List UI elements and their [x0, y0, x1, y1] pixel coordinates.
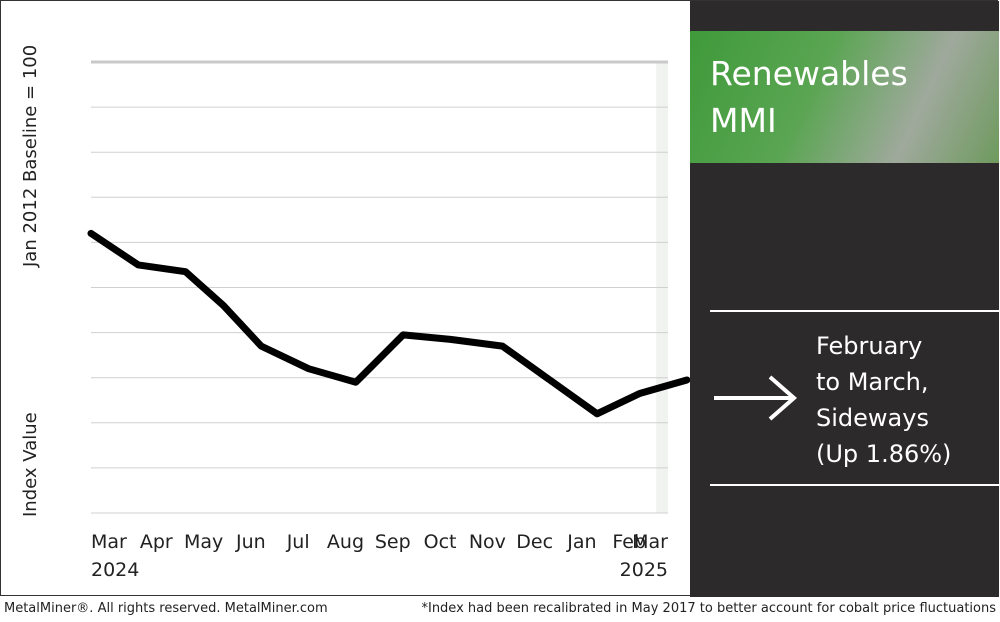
- summary-line-4: (Up 1.86%): [816, 440, 952, 468]
- footer-note: *Index had been recalibrated in May 2017…: [421, 601, 996, 616]
- x-tick-label: Sep: [375, 531, 411, 553]
- x-tick-label: Jan: [566, 531, 596, 553]
- divider-top: [710, 310, 1000, 312]
- panel-title-line-2: MMI: [710, 101, 777, 140]
- footer-copyright: MetalMiner®. All rights reserved. MetalM…: [4, 601, 328, 616]
- x-tick-label: May: [184, 531, 223, 553]
- x-tick-label: Mar: [632, 531, 668, 553]
- summary-line-3: Sideways: [816, 404, 929, 432]
- y-axis-label-top: Jan 2012 Baseline = 100: [20, 45, 41, 268]
- x-year-label-start: 2024: [91, 559, 139, 581]
- chart-card: Jan 2012 Baseline = 100 Index Value Mar A…: [0, 0, 1000, 597]
- x-year-label-end: 2025: [620, 559, 668, 581]
- x-tick-label: Nov: [469, 531, 506, 553]
- panel-title-line-1: Renewables: [710, 54, 908, 93]
- y-axis-label-bottom: Index Value: [20, 412, 41, 517]
- x-tick-label: Mar: [91, 531, 127, 553]
- x-tick-label: Apr: [140, 531, 173, 553]
- summary-line-2: to March,: [816, 368, 929, 396]
- x-tick-label: Jul: [286, 531, 310, 553]
- title-band: [690, 31, 999, 163]
- x-tick-label: Oct: [424, 531, 457, 553]
- x-tick-label: Jun: [235, 531, 266, 553]
- summary-line-1: February: [816, 332, 923, 360]
- summary-panel: Renewables MMI February to March, Sidewa…: [690, 1, 1000, 597]
- x-tick-label: Aug: [327, 531, 364, 553]
- right-arrow-icon: [714, 375, 798, 421]
- series-line: [87, 229, 690, 418]
- divider-bottom: [710, 484, 1000, 486]
- x-tick-label: Feb: [612, 531, 646, 553]
- chart: Jan 2012 Baseline = 100 Index Value Mar A…: [20, 45, 690, 581]
- x-tick-label: Dec: [516, 531, 553, 553]
